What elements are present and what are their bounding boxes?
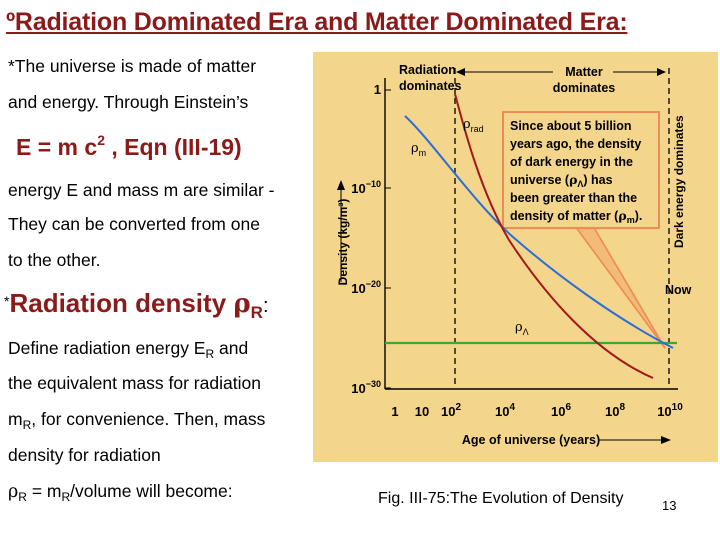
matter-dominates-label: Matter — [565, 65, 603, 79]
page-number: 13 — [662, 498, 677, 513]
slide-title: ºRadiation Dominated Era and Matter Domi… — [6, 8, 628, 36]
x-tick-label: 1010 — [657, 402, 683, 419]
radiation-dominates-label: Radiation — [399, 63, 456, 77]
eqn-pre: E = m c — [16, 134, 98, 160]
callout-line: Since about 5 billion — [510, 119, 632, 133]
x-axis-label: Age of universe (years) — [462, 433, 600, 447]
rad-colon: : — [262, 295, 269, 317]
line8-pre: m — [8, 409, 23, 429]
line10-mid: = m — [26, 481, 62, 501]
callout-line: universe (ρΛ) has — [510, 172, 613, 189]
einstein-equation: E = m c2 , Eqn (III-19) — [16, 132, 242, 161]
matter-arrowhead-left — [456, 68, 465, 76]
rad-sub: R — [250, 303, 263, 322]
rho-m-label: ρm — [411, 141, 426, 158]
rad-rho: ρ — [233, 289, 251, 319]
radiation-dominates-label: dominates — [399, 79, 462, 93]
body-line-9: density for radiation — [8, 445, 161, 465]
y-tick-label: 10−10 — [351, 179, 381, 196]
callout-pointer-edge — [592, 225, 666, 349]
line10-sub1: R — [18, 490, 27, 504]
rho-rad-label: ρrad — [463, 117, 484, 134]
rad-label: Radiation density — [9, 288, 234, 318]
now-label: Now — [665, 283, 692, 297]
callout-pointer-edge — [574, 225, 666, 349]
y-tick-label: 10−20 — [351, 279, 381, 296]
radiation-density-curve — [454, 93, 654, 379]
x-tick-label: 1 — [391, 404, 398, 419]
radiation-density-heading: *Radiation density ρR: — [4, 288, 269, 323]
callout-line: of dark energy in the — [510, 155, 633, 169]
line6-pre: Define radiation energy E — [8, 338, 206, 358]
body-line-1: *The universe is made of matter — [8, 56, 257, 76]
x-tick-label: 102 — [441, 402, 461, 419]
line8-post: , for convenience. Then, mass — [31, 409, 266, 429]
matter-arrowhead-right — [657, 68, 666, 76]
matter-dominates-label: dominates — [553, 81, 616, 95]
body-line-10: ρR = mR/volume will become: — [8, 481, 233, 504]
x-label-arrowhead — [661, 436, 671, 444]
body-line-3: energy E and mass m are similar - — [8, 180, 275, 200]
line6-sub: R — [205, 347, 215, 361]
line10-rho: ρ — [8, 482, 19, 502]
callout-line: years ago, the density — [510, 137, 641, 151]
body-line-5: to the other. — [8, 250, 101, 270]
x-tick-label: 10 — [415, 404, 429, 419]
rad-star: * — [4, 293, 10, 309]
line10-post: /volume will become: — [70, 481, 233, 501]
x-tick-label: 104 — [495, 402, 515, 419]
y-axis-label: Density (kg/m³) — [336, 199, 350, 286]
callout-box — [502, 111, 660, 229]
body-line-2: and energy. Through Einstein’s — [8, 92, 249, 112]
matter-density-curve — [404, 115, 674, 349]
callout-line: density of matter (ρm). — [510, 208, 642, 225]
body-line-8: mR, for convenience. Then, mass — [8, 409, 266, 432]
x-tick-label: 106 — [551, 402, 571, 419]
eqn-exponent: 2 — [97, 132, 105, 148]
x-tick-label: 108 — [605, 402, 625, 419]
figure-caption: Fig. III-75:The Evolution of Density — [378, 490, 624, 507]
eqn-post: , Eqn (III-19) — [104, 134, 242, 160]
y-label-arrowhead — [337, 180, 345, 190]
dark-energy-label: Dark energy dominates — [672, 115, 686, 248]
body-line-7: the equivalent mass for radiation — [8, 373, 261, 393]
body-line-4: They can be converted from one — [8, 214, 260, 234]
rho-lambda-label: ρΛ — [515, 320, 529, 337]
line8-sub: R — [22, 418, 32, 432]
y-tick-label: 10−30 — [351, 379, 381, 396]
callout-line: been greater than the — [510, 191, 637, 205]
body-line-6: Define radiation energy ER and — [8, 338, 249, 361]
density-evolution-figure: 1 10−10 10−20 10−30 Density (kg/m³) 1 10… — [313, 52, 718, 462]
y-tick-label: 1 — [374, 82, 381, 97]
line10-sub2: R — [61, 490, 71, 504]
line6-post: and — [214, 338, 249, 358]
